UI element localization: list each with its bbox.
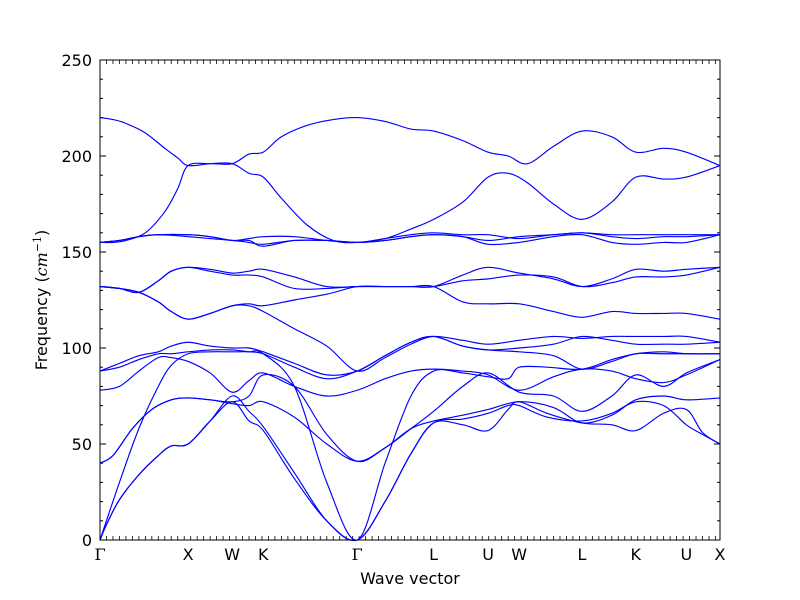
y-tick-label: 150 [61, 243, 92, 262]
x-tick-label: X [183, 545, 194, 564]
phonon-band-line [99, 266, 721, 294]
high-symmetry-lines [100, 60, 720, 540]
y-axis-label: Frequency (cm−1) [31, 230, 51, 371]
phonon-band-line [99, 285, 721, 372]
phonon-band-line [99, 117, 721, 244]
x-tick-label: U [680, 545, 692, 564]
x-tick-label: K [631, 545, 642, 564]
phonon-band-line [99, 358, 721, 464]
x-tick-label: X [715, 545, 726, 564]
y-axis-label-unit: cm [32, 252, 51, 276]
phonon-band-line [99, 400, 721, 542]
y-axis-label-exponent: −1 [31, 236, 44, 252]
y-tick-label: 0 [82, 531, 92, 550]
phonon-band-line [99, 233, 721, 246]
phonon-band-line [99, 395, 721, 542]
phonon-bands [99, 116, 721, 542]
plot-frame [99, 59, 721, 541]
y-axis-ticks: 0 50 100 150 200 250 [61, 51, 720, 550]
x-tick-label: L [429, 545, 438, 564]
x-tick-label: Γ [94, 545, 105, 564]
phonon-band-line [99, 266, 721, 294]
x-tick-label: L [578, 545, 587, 564]
y-axis-label-prefix: Frequency ( [32, 276, 51, 370]
y-tick-label: 250 [61, 51, 92, 70]
x-tick-label: W [224, 545, 240, 564]
phonon-band-line [99, 116, 721, 244]
phonon-band-line [99, 350, 721, 541]
phonon-band-line [99, 355, 721, 397]
phonon-band-line [99, 335, 720, 376]
x-tick-label: U [482, 545, 494, 564]
y-tick-label: 100 [61, 339, 92, 358]
phonon-band-line [99, 232, 721, 247]
x-axis-label: Wave vector [360, 569, 460, 588]
x-tick-label: W [511, 545, 527, 564]
y-tick-label: 200 [61, 147, 92, 166]
y-axis-label-suffix: ) [32, 230, 51, 236]
phonon-band-line [99, 284, 721, 320]
x-tick-label: Γ [352, 545, 363, 564]
x-tick-label: K [258, 545, 269, 564]
y-tick-label: 50 [72, 435, 92, 454]
